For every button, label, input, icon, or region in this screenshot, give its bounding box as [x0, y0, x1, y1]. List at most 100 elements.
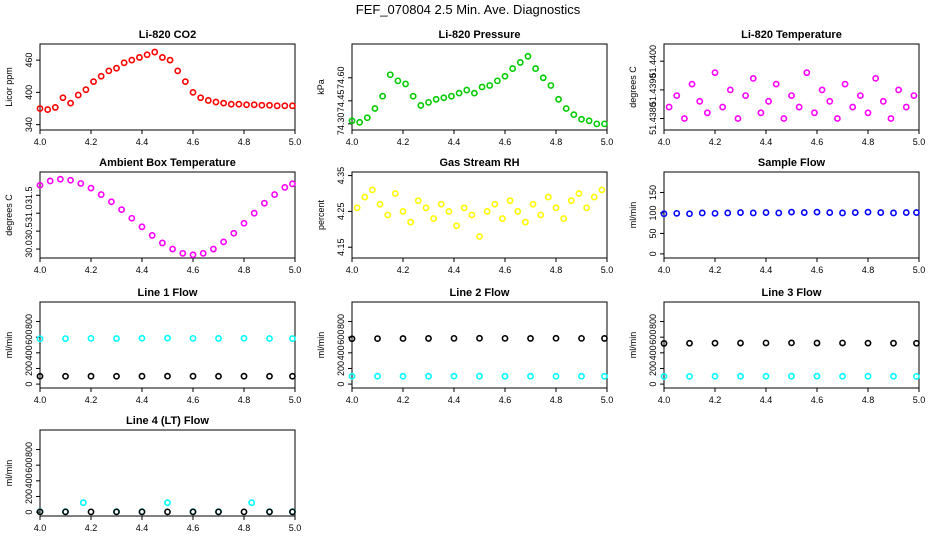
- data-point: [567, 197, 575, 205]
- data-point: [51, 104, 59, 111]
- data-point: [164, 499, 171, 507]
- data-point: [189, 372, 197, 380]
- data-point: [601, 335, 608, 342]
- data-point: [686, 339, 693, 347]
- x-tick-label: 4.2: [709, 395, 722, 405]
- plot-frame: [663, 43, 920, 131]
- x-tick-label: 4.2: [709, 265, 722, 275]
- data-point: [493, 77, 501, 85]
- data-point: [470, 89, 478, 97]
- data-point: [890, 209, 897, 217]
- data-point: [544, 193, 552, 201]
- data-point: [87, 334, 95, 342]
- x-tick-label: 4.6: [187, 137, 200, 147]
- x-tick-label: 4.6: [811, 395, 824, 405]
- data-point: [703, 109, 711, 117]
- data-point: [737, 372, 744, 380]
- plot-frame: [39, 301, 296, 389]
- data-point: [813, 339, 821, 347]
- data-point: [514, 208, 522, 215]
- data-point: [476, 334, 483, 342]
- page-title: FEF_070804 2.5 Min. Ave. Diagnostics: [355, 2, 581, 17]
- y-tick-label: 340: [24, 117, 34, 132]
- panel-title: Line 4 (LT) Flow: [126, 415, 209, 427]
- data-point: [757, 109, 765, 117]
- data-point: [87, 184, 95, 192]
- series-black: [660, 339, 920, 347]
- data-point: [509, 65, 517, 72]
- data-point: [910, 92, 918, 99]
- data-point: [560, 215, 568, 222]
- data-point: [673, 209, 681, 217]
- data-point: [425, 372, 432, 380]
- data-point: [681, 115, 688, 122]
- data-point: [46, 177, 54, 185]
- panel-title: Li-820 CO2: [139, 29, 196, 41]
- data-point: [143, 51, 151, 59]
- data-point: [113, 508, 120, 516]
- data-point: [248, 499, 256, 507]
- data-point: [425, 98, 432, 106]
- y-axis-label: degrees C: [4, 194, 14, 236]
- y-axis-label: ml/min: [4, 460, 14, 487]
- data-point: [902, 103, 910, 111]
- data-point: [120, 59, 128, 67]
- y-tick-label: 400: [24, 345, 34, 360]
- data-point: [181, 78, 189, 86]
- x-tick-label: 4.2: [85, 137, 98, 147]
- y-tick-label: 4.35: [336, 167, 346, 185]
- data-point: [665, 103, 673, 111]
- data-point: [524, 52, 532, 60]
- x-tick-label: 4.8: [238, 265, 251, 275]
- data-point: [762, 372, 770, 380]
- series-yellow: [353, 186, 606, 240]
- data-point: [742, 92, 749, 99]
- y-axis-label: ml/min: [628, 332, 638, 359]
- data-point: [660, 210, 668, 218]
- y-axis-label: ml/min: [4, 332, 14, 359]
- data-point: [417, 102, 425, 109]
- data-point: [36, 105, 44, 112]
- data-point: [476, 372, 483, 380]
- y-tick-label: 50: [648, 228, 658, 238]
- y-tick-label: 74.45: [336, 90, 346, 113]
- data-point: [529, 200, 537, 208]
- data-point: [108, 198, 115, 206]
- y-tick-label: 400: [24, 473, 34, 488]
- data-point: [539, 74, 547, 82]
- data-point: [872, 75, 880, 82]
- data-point: [128, 214, 136, 222]
- y-tick-label: 4.25: [336, 203, 346, 221]
- data-point: [36, 372, 44, 380]
- data-point: [788, 339, 795, 347]
- data-point: [97, 72, 105, 80]
- data-point: [374, 372, 381, 380]
- data-point: [749, 75, 757, 82]
- x-tick-label: 4.6: [187, 395, 200, 405]
- y-tick-label: 51.4380: [648, 102, 658, 135]
- data-point: [361, 193, 369, 201]
- x-tick-label: 4.0: [34, 137, 47, 147]
- data-point: [174, 67, 182, 75]
- data-point: [402, 80, 409, 88]
- series-magenta: [36, 175, 296, 259]
- data-point: [74, 91, 82, 99]
- data-point: [136, 54, 143, 61]
- data-point: [811, 109, 818, 117]
- series-cyan: [36, 334, 296, 343]
- data-point: [189, 88, 197, 96]
- series-black: [348, 334, 608, 343]
- panel-title: Line 2 Flow: [450, 287, 510, 299]
- data-point: [856, 92, 864, 99]
- y-tick-label: 800: [24, 314, 34, 329]
- x-tick-label: 4.4: [760, 265, 773, 275]
- plot-frame: [351, 43, 608, 131]
- data-point: [578, 115, 585, 123]
- y-axis-label: degrees C: [628, 66, 638, 108]
- data-point: [240, 219, 248, 227]
- series-blue: [660, 208, 920, 218]
- y-tick-label: 200: [648, 361, 658, 376]
- data-point: [281, 184, 289, 191]
- data-point: [453, 222, 460, 230]
